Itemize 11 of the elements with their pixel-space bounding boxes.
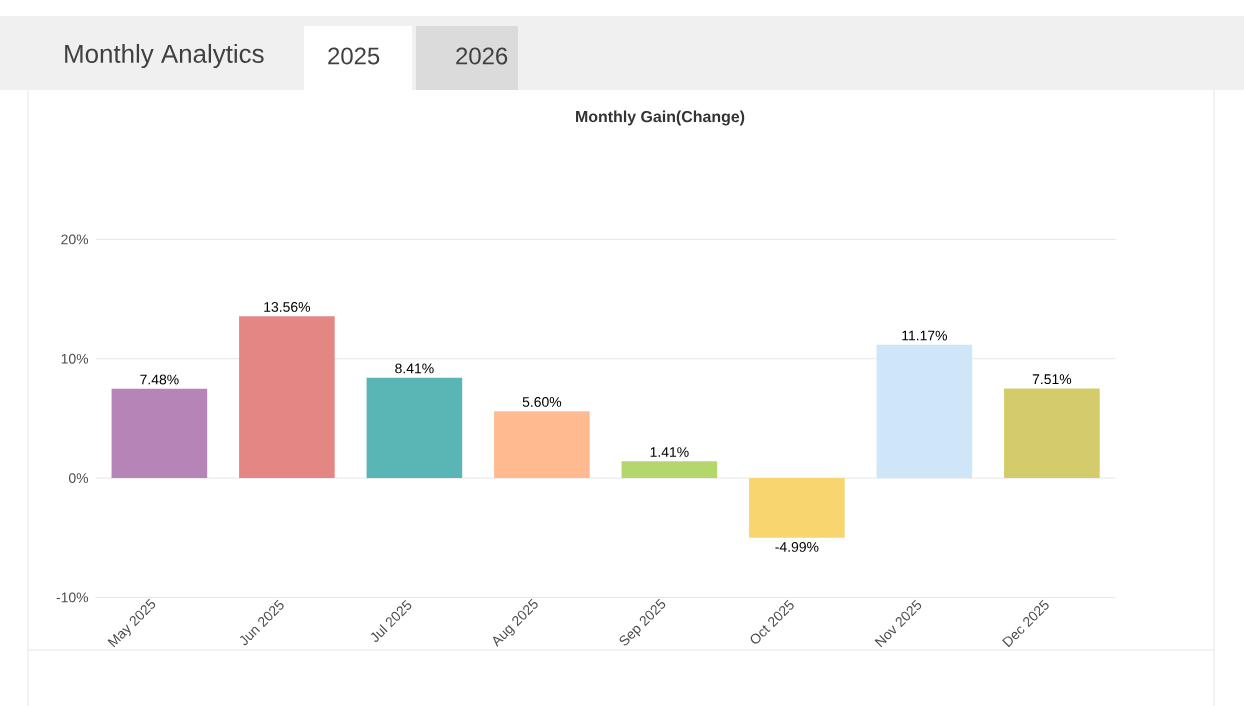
bar [749,478,845,538]
bar [366,377,463,479]
text: Monthly Analytics [65,43,264,69]
bar [876,344,973,479]
bar [1004,388,1100,479]
text: 2025 [328,47,380,65]
bar [239,316,335,479]
bar [621,461,718,479]
bar [111,388,208,479]
bar [494,411,590,479]
text: 2026 [456,47,508,65]
